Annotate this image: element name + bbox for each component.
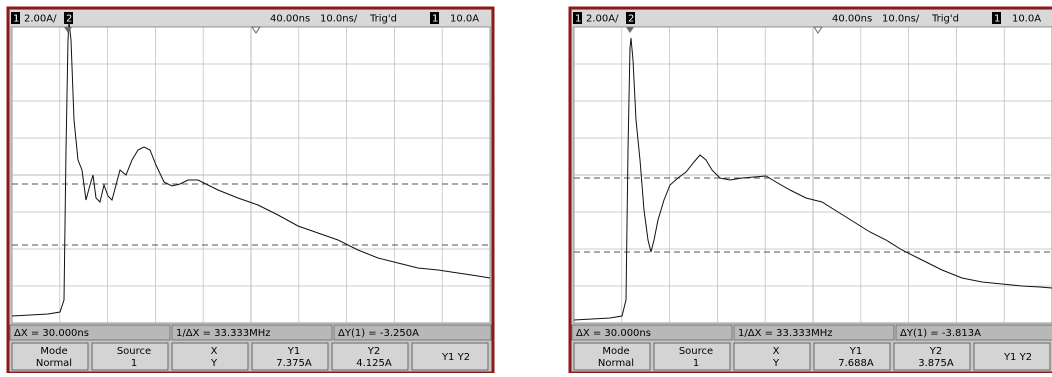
softkey-label: Mode (602, 346, 629, 357)
screenshot: 1 2.00A/2 40.00ns 10.0ns/Trig'd 1 10.0A ΔX = 3… (0, 0, 1052, 373)
softkey-value: Normal (36, 358, 72, 369)
timebase: 10.0ns/ (320, 14, 358, 25)
softkey-label: Y1 Y2 (1003, 352, 1032, 363)
channel-scale: 2.00A/ (24, 14, 57, 25)
softkey-value: 1 (131, 358, 137, 369)
softkey-value: 7.688A (838, 358, 874, 369)
timebase: 10.0ns/ (882, 14, 920, 25)
softkey-value: 1 (693, 358, 699, 369)
softkey-label: Y1 Y2 (441, 352, 470, 363)
softkey-label: X (773, 346, 780, 357)
softkey-label: Source (679, 346, 713, 357)
softkey-label: Y1 (849, 346, 862, 357)
channel-number: 2 (628, 14, 634, 25)
softkey-value: Y (772, 358, 780, 369)
measurement: ΔY(1) = -3.813A (900, 328, 981, 339)
measurement: 1/ΔX = 33.333MHz (176, 328, 271, 339)
trigger-status: Trig'd (369, 14, 397, 25)
channel-number: 2 (66, 14, 72, 25)
softkey-label: Mode (40, 346, 67, 357)
top-bar (10, 10, 491, 26)
channel-scale: 2.00A/ (586, 14, 619, 25)
trigger-level: 10.0A (450, 14, 479, 25)
trigger-level: 10.0A (1012, 14, 1041, 25)
measurement: ΔX = 30.000ns (14, 328, 89, 339)
softkey-label: Y2 (929, 346, 942, 357)
trigger-status: Trig'd (931, 14, 959, 25)
delay: 40.00ns (270, 14, 310, 25)
softkey-value: Y (210, 358, 218, 369)
softkey-value: 4.125A (356, 358, 392, 369)
channel-number: 1 (575, 14, 581, 25)
softkey-value: 7.375A (276, 358, 312, 369)
trigger-source: 1 (994, 14, 1000, 25)
trigger-source: 1 (432, 14, 438, 25)
softkey-value: 3.875A (918, 358, 954, 369)
channel-number: 1 (13, 14, 19, 25)
measurement: 1/ΔX = 33.333MHz (738, 328, 833, 339)
delay: 40.00ns (832, 14, 872, 25)
measurement: ΔX = 30.000ns (576, 328, 651, 339)
softkey-label: Y2 (367, 346, 380, 357)
softkey-label: X (211, 346, 218, 357)
measurement: ΔY(1) = -3.250A (338, 328, 419, 339)
softkey-label: Y1 (287, 346, 300, 357)
softkey-value: Normal (598, 358, 634, 369)
softkey-label: Source (117, 346, 151, 357)
top-bar (572, 10, 1052, 26)
